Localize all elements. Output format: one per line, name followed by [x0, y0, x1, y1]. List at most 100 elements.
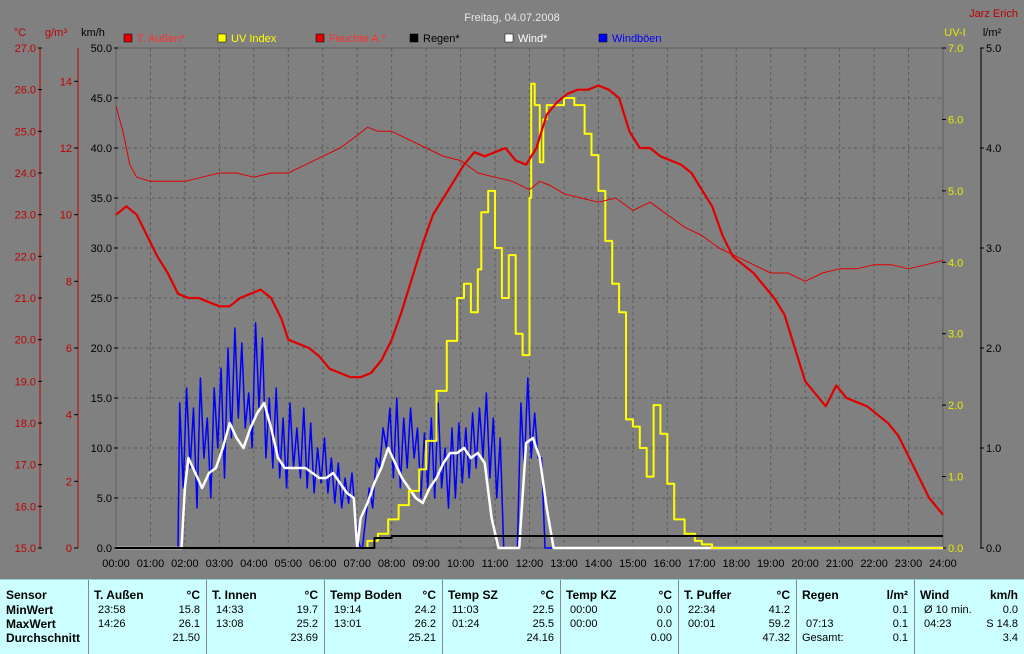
- stats-min-time: 14:33: [216, 604, 244, 616]
- stats-min-value: 24.2: [414, 604, 436, 616]
- x-tick-label: 06:00: [309, 558, 337, 570]
- stats-min-value: 15.8: [178, 604, 200, 616]
- x-tick-label: 09:00: [412, 558, 440, 570]
- uv-tick-label: 5.0: [948, 186, 963, 198]
- stats-column: Temp Boden °C 19:14 24.2 13:01 26.2 25.21: [324, 580, 443, 654]
- temp-tick-label: 26.0: [15, 85, 36, 97]
- uv-tick-label: 4.0: [948, 257, 963, 269]
- temp-tick-label: 22.0: [15, 251, 36, 263]
- x-tick-label: 11:00: [482, 558, 509, 570]
- stats-max-time: 13:08: [216, 618, 244, 630]
- stats-min-time: 11:03: [452, 604, 479, 616]
- stats-min-time: 00:00: [570, 604, 598, 616]
- rain-tick-label: 5.0: [986, 43, 1001, 55]
- rain-axis-unit: l/m²: [983, 27, 1002, 39]
- stats-column: T. Puffer °C 22:34 41.2 00:01 59.2 47.32: [678, 580, 797, 654]
- label-max: MaxWert: [6, 617, 56, 631]
- temp-axis-unit: °C: [14, 27, 26, 39]
- stats-min-time: 19:14: [334, 604, 362, 616]
- legend-label: Feuchte A.*: [329, 33, 387, 45]
- stats-min-value: 0.1: [892, 604, 908, 616]
- stats-avg-value: 21.50: [172, 632, 200, 644]
- stats-sensor-name: Regen: [802, 588, 839, 602]
- stats-unit: °C: [776, 588, 790, 602]
- temp-tick-label: 23.0: [15, 210, 36, 222]
- temp-tick-label: 27.0: [15, 43, 36, 55]
- legend-swatch: [315, 33, 325, 43]
- stats-max-time: 00:00: [570, 618, 598, 630]
- stats-avg-value: 23.69: [290, 632, 318, 644]
- wind-tick-label: 15.0: [91, 393, 112, 405]
- wind-tick-label: 50.0: [91, 43, 112, 55]
- uv-tick-label: 7.0: [948, 43, 963, 55]
- humidity-tick-label: 6: [66, 343, 72, 355]
- stats-row-labels: Sensor MinWert MaxWert Durchschnitt: [0, 580, 89, 654]
- stats-sensor-name: Temp KZ: [566, 588, 617, 602]
- stats-column: Temp KZ °C 00:00 0.0 00:00 0.0 0.00: [560, 580, 679, 654]
- legend-label: Windböen: [612, 33, 662, 45]
- temp-tick-label: 20.0: [15, 335, 36, 347]
- author-label: Jarz Erich: [969, 8, 1018, 20]
- wind-tick-label: 5.0: [97, 493, 112, 505]
- x-tick-label: 18:00: [722, 558, 750, 570]
- x-tick-label: 19:00: [757, 558, 785, 570]
- stats-sensor-name: Wind: [920, 588, 950, 602]
- humidity-tick-label: 12: [60, 143, 72, 155]
- x-tick-label: 00:00: [102, 558, 130, 570]
- legend-label: Regen*: [423, 33, 460, 45]
- stats-min-value: 0.0: [656, 604, 672, 616]
- stats-unit: °C: [304, 588, 318, 602]
- legend-label: Wind*: [518, 33, 548, 45]
- uv-tick-label: 2.0: [948, 400, 963, 412]
- stats-unit: km/h: [989, 588, 1018, 602]
- x-tick-label: 08:00: [378, 558, 406, 570]
- stats-column: Temp SZ °C 11:03 22.5 01:24 25.5 24.16: [442, 580, 561, 654]
- stats-unit: °C: [658, 588, 672, 602]
- stats-unit: l/m²: [886, 588, 908, 602]
- rain-tick-label: 3.0: [986, 243, 1001, 255]
- rain-tick-label: 4.0: [986, 143, 1001, 155]
- weather-chart: °C g/m³ km/h UV-I l/m²27.026.025.024.023.022…: [14, 8, 1018, 570]
- stats-max-value: 26.2: [414, 618, 436, 630]
- legend-swatch: [217, 33, 227, 43]
- stats-avg-label: Gesamt:: [802, 632, 844, 644]
- stats-max-value: 25.5: [532, 618, 554, 630]
- stats-max-value: 59.2: [768, 618, 790, 630]
- uv-tick-label: 1.0: [948, 472, 963, 484]
- temp-tick-label: 15.0: [15, 543, 36, 555]
- stats-max-time: 04:23: [924, 618, 952, 630]
- chart-title: Freitag, 04.07.2008: [464, 12, 559, 24]
- humidity-tick-label: 14: [60, 76, 72, 88]
- stats-min-time: 23:58: [98, 604, 126, 616]
- stats-avg-value: 0.1: [892, 632, 908, 644]
- stats-avg-value: 3.4: [1002, 632, 1018, 644]
- stats-sensor-name: Temp Boden: [330, 588, 402, 602]
- stats-column: T. Innen °C 14:33 19.7 13:08 25.2 23.69: [206, 580, 325, 654]
- stats-max-time: 01:24: [452, 618, 480, 630]
- stats-avg-value: 47.32: [762, 632, 790, 644]
- humidity-tick-label: 8: [66, 276, 72, 288]
- wind-tick-label: 10.0: [91, 443, 112, 455]
- stats-min-time: 22:34: [688, 604, 716, 616]
- temp-tick-label: 25.0: [15, 126, 36, 138]
- x-tick-label: 01:00: [137, 558, 165, 570]
- x-tick-label: 14:00: [585, 558, 613, 570]
- legend-swatch: [123, 33, 133, 43]
- stats-max-value: 25.2: [296, 618, 318, 630]
- stats-max-value: S 14.8: [986, 618, 1018, 630]
- series-line-wind: [116, 401, 943, 550]
- humidity-tick-label: 0: [66, 543, 72, 555]
- wind-tick-label: 40.0: [91, 143, 112, 155]
- label-min: MinWert: [6, 603, 54, 617]
- series-line-uv-index: [116, 82, 943, 549]
- stats-max-time: 07:13: [806, 618, 834, 630]
- stats-sensor-name: T. Außen: [94, 588, 144, 602]
- stats-max-time: 14:26: [98, 618, 126, 630]
- legend-label: UV Index: [231, 33, 277, 45]
- x-tick-label: 05:00: [275, 558, 303, 570]
- x-tick-label: 17:00: [688, 558, 716, 570]
- series-line-regen: [116, 535, 943, 549]
- uv-tick-label: 3.0: [948, 329, 963, 341]
- stats-min-value: 41.2: [768, 604, 790, 616]
- x-tick-label: 03:00: [206, 558, 234, 570]
